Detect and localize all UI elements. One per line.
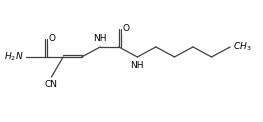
Text: $H_2N$: $H_2N$	[4, 51, 23, 63]
Text: NH: NH	[130, 61, 144, 70]
Text: CN: CN	[45, 80, 58, 89]
Text: $CH_3$: $CH_3$	[233, 41, 251, 53]
Text: O: O	[48, 34, 55, 43]
Text: NH: NH	[93, 34, 107, 43]
Text: O: O	[122, 24, 129, 33]
